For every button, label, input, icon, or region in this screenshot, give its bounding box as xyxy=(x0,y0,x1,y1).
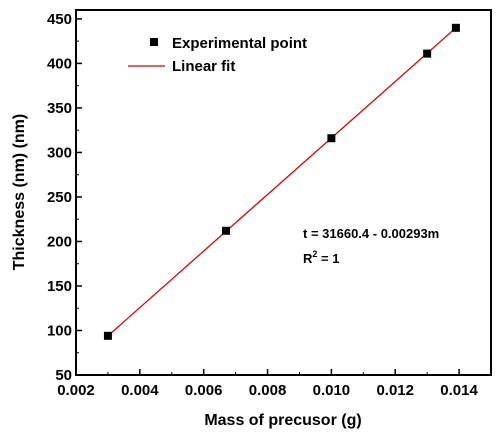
legend-label-linear-fit: Linear fit xyxy=(172,58,235,75)
x-tick-label: 0.014 xyxy=(440,382,478,399)
data-point xyxy=(327,134,336,143)
y-tick-label: 50 xyxy=(55,367,72,384)
x-tick-label: 0.010 xyxy=(313,382,351,399)
y-tick-label: 400 xyxy=(47,55,72,72)
x-axis-ticks: 0.002 0.004 0.006 0.008 0.010 0.012 0.014 xyxy=(57,369,478,399)
legend-marker-experimental-point xyxy=(150,38,158,46)
y-tick-label: 450 xyxy=(47,11,72,28)
r-squared-superscript: 2 xyxy=(312,249,317,259)
y-tick-label: 350 xyxy=(47,100,72,117)
linear-fit-line xyxy=(107,27,457,337)
data-point xyxy=(103,331,112,340)
fit-equation: t = 31660.4 - 0.00293m xyxy=(303,226,439,241)
r-squared: R2 = 1 xyxy=(303,249,339,266)
x-axis-title: Mass of precusor (g) xyxy=(204,412,361,429)
series-layer xyxy=(103,23,460,340)
r-squared-symbol: R xyxy=(303,251,313,266)
x-tick-label: 0.008 xyxy=(249,382,287,399)
plot-frame xyxy=(75,9,492,376)
data-point xyxy=(222,226,231,235)
y-tick-label: 150 xyxy=(47,278,72,295)
y-tick-label: 200 xyxy=(47,233,72,250)
x-tick-label: 0.012 xyxy=(376,382,414,399)
y-tick-label: 250 xyxy=(47,189,72,206)
x-tick-label: 0.004 xyxy=(121,382,159,399)
x-tick-label: 0.006 xyxy=(185,382,223,399)
y-tick-label: 300 xyxy=(47,144,72,161)
data-point xyxy=(423,49,432,58)
legend: Experimental point Linear fit xyxy=(128,35,307,75)
y-axis-ticks: 50 100 150 200 250 300 350 400 450 xyxy=(47,11,82,384)
y-tick-label: 100 xyxy=(47,322,72,339)
r-squared-value: = 1 xyxy=(317,251,339,266)
data-point xyxy=(451,23,460,32)
legend-label-experimental-point: Experimental point xyxy=(172,35,307,52)
y-axis-title: Thickness (nm) (nm) xyxy=(11,114,28,270)
x-tick-label: 0.002 xyxy=(57,382,95,399)
